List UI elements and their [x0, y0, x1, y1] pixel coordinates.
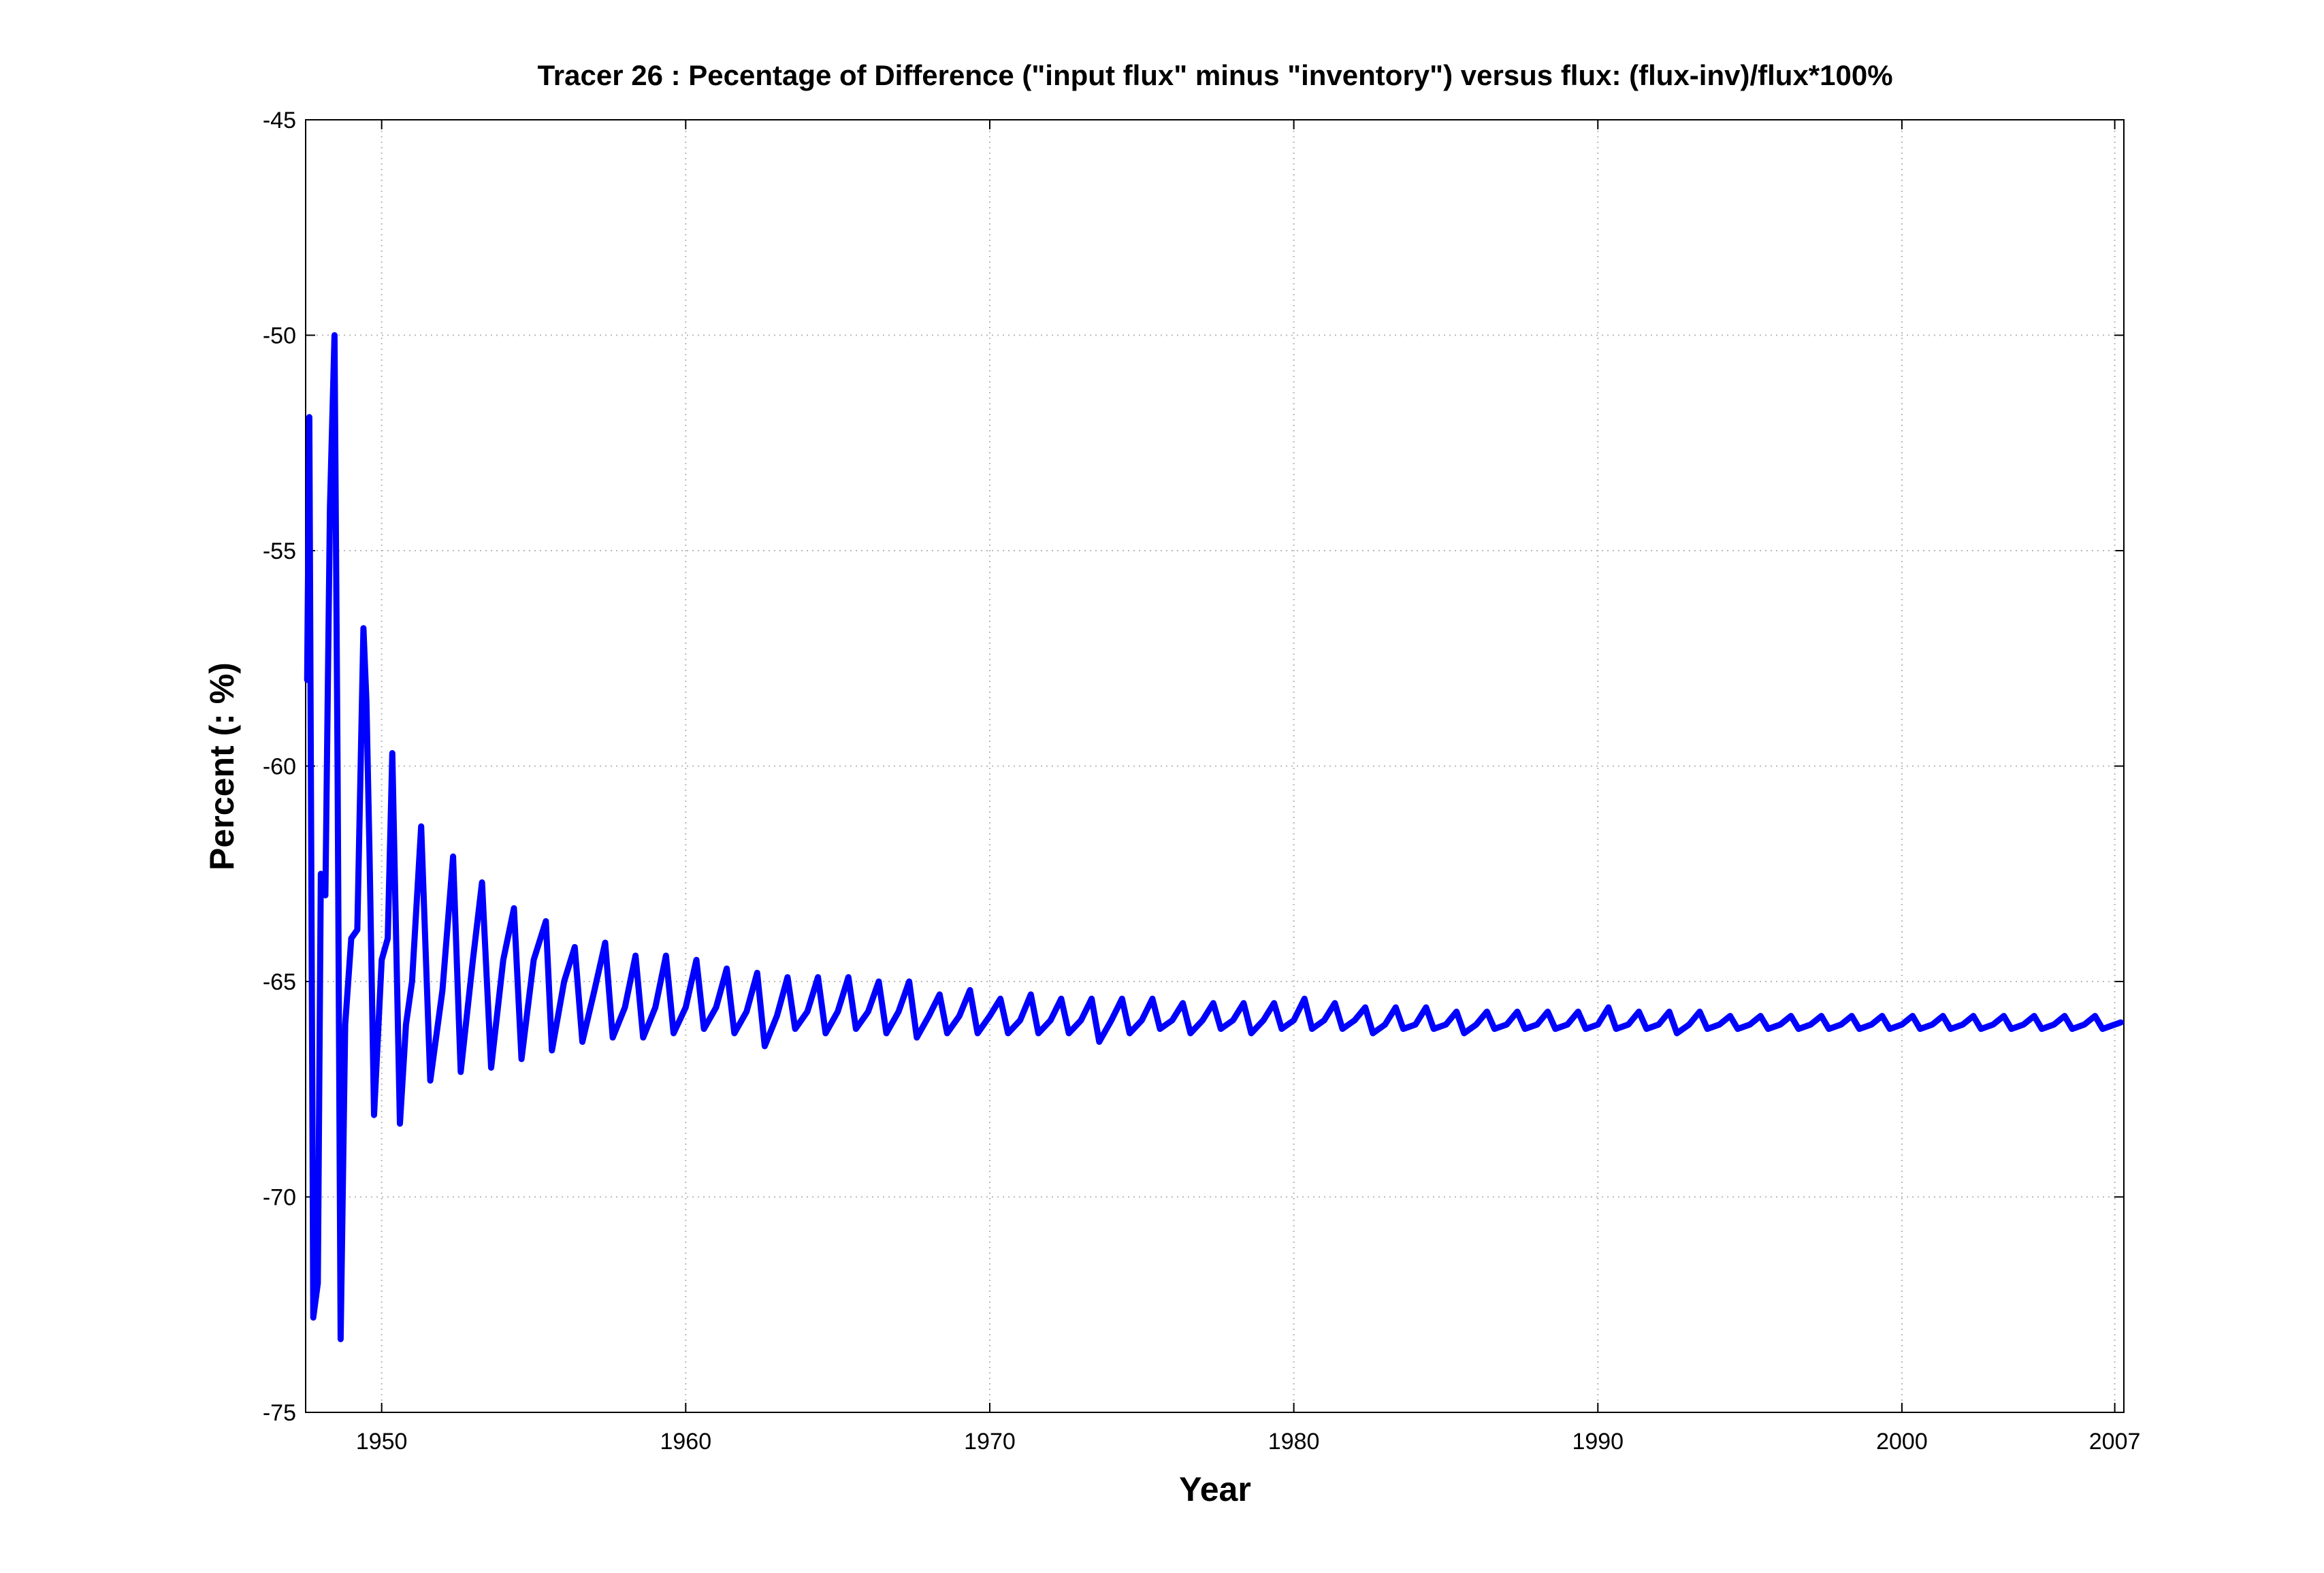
data-line	[304, 332, 2124, 1342]
y-tick-label: -55	[263, 538, 296, 564]
x-axis-label: Year	[1179, 1470, 1251, 1508]
plot-frame	[305, 119, 2125, 1413]
x-tick-label: 1980	[1268, 1429, 1320, 1455]
x-tick-label: 1950	[356, 1429, 408, 1455]
y-tick-label: -70	[263, 1185, 296, 1211]
x-tick-label: 1990	[1572, 1429, 1624, 1455]
y-tick-label: -50	[263, 323, 296, 349]
x-tick-label: 1970	[964, 1429, 1016, 1455]
y-tick-label: -65	[263, 969, 296, 995]
y-tick-label: -75	[263, 1400, 296, 1426]
y-axis-label: Percent (: %)	[203, 662, 241, 871]
x-tick-label: 2000	[1876, 1429, 1928, 1455]
x-tick-label: 2007	[2089, 1429, 2141, 1455]
chart-title: Tracer 26 : Pecentage of Difference ("in…	[537, 59, 1892, 91]
y-tick-label: -60	[263, 754, 296, 780]
x-tick-label: 1960	[660, 1429, 711, 1455]
y-tick-label: -45	[263, 108, 296, 133]
